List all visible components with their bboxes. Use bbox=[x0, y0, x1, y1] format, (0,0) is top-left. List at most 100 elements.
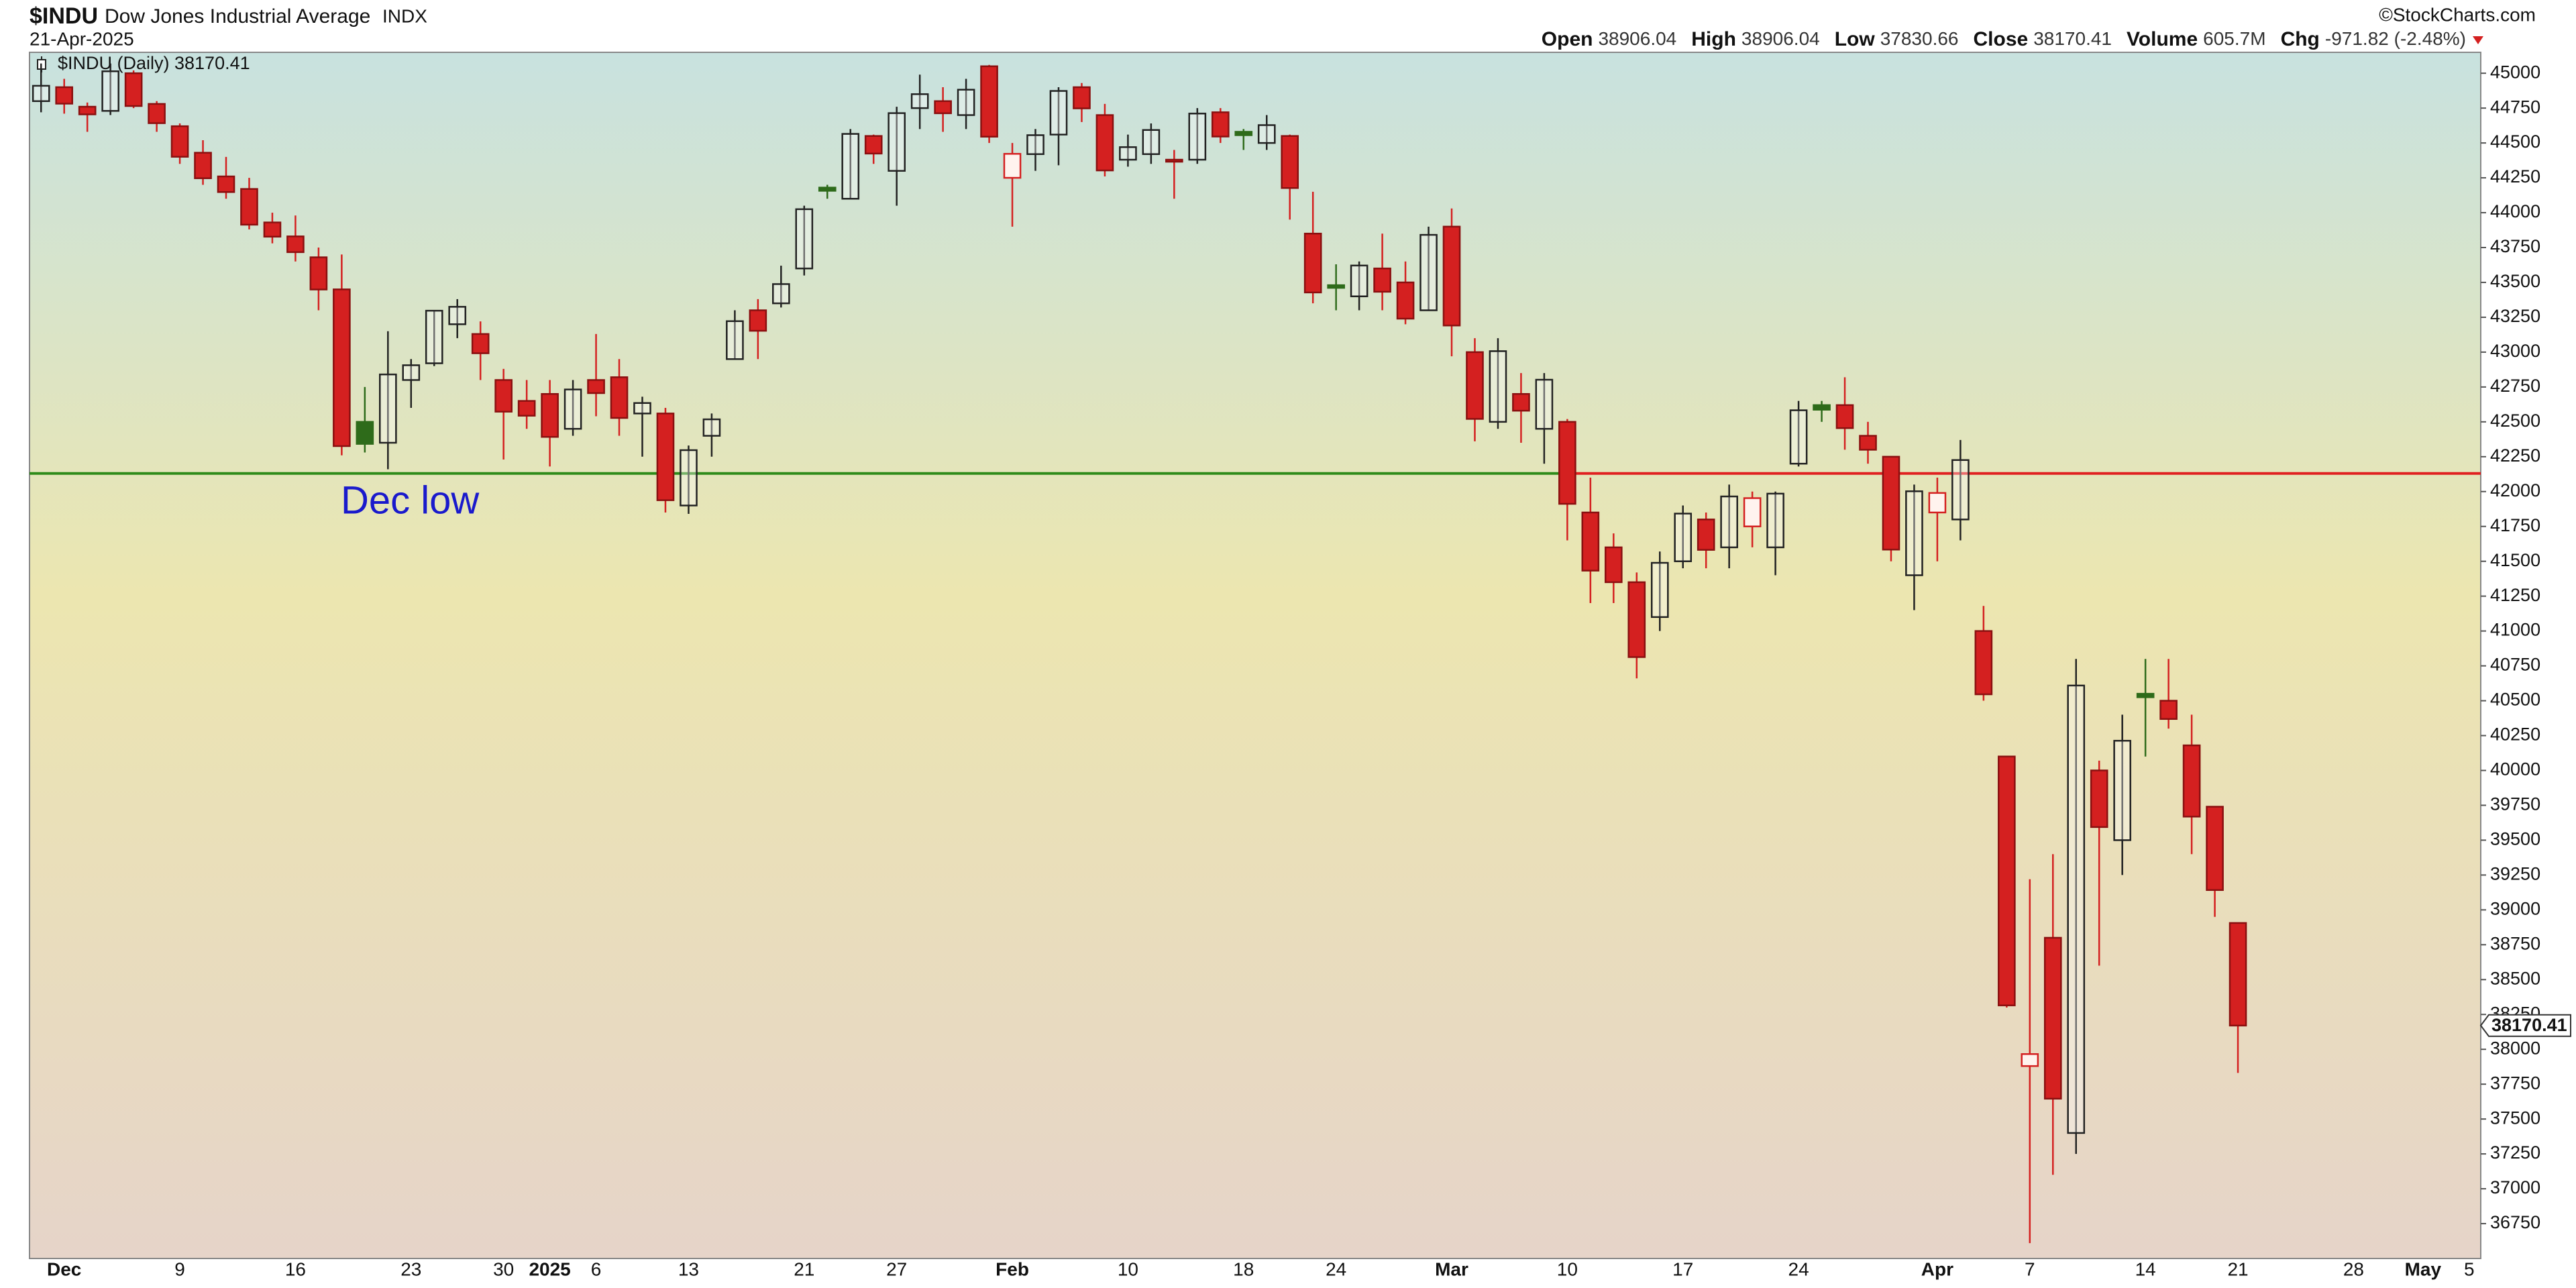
candle-body bbox=[841, 133, 860, 200]
y-tick-label: 44750 bbox=[2490, 97, 2540, 117]
candle-body bbox=[55, 86, 74, 105]
y-tick-label: 44500 bbox=[2490, 131, 2540, 152]
y-tick-label: 38000 bbox=[2490, 1038, 2540, 1058]
quote-value: 38170.41 bbox=[2033, 28, 2112, 49]
candle bbox=[656, 408, 675, 513]
candle-body bbox=[1257, 124, 1276, 144]
candle bbox=[425, 309, 443, 366]
y-tick-label: 39750 bbox=[2490, 794, 2540, 814]
candle-body bbox=[425, 309, 443, 364]
candle-body bbox=[1142, 129, 1161, 155]
candle-body bbox=[1835, 404, 1854, 429]
candle bbox=[1003, 143, 1022, 227]
candle bbox=[1142, 123, 1161, 164]
quote-value: -971.82 (-2.48%) bbox=[2325, 28, 2466, 49]
x-tick-label: Feb bbox=[996, 1258, 1029, 1279]
chart-subtitle: Dow Jones Industrial Average bbox=[105, 5, 370, 28]
candle-body bbox=[864, 135, 883, 155]
x-tick-label: 2025 bbox=[529, 1258, 570, 1279]
candle-body bbox=[194, 152, 212, 179]
candle bbox=[378, 331, 397, 470]
candle bbox=[240, 178, 258, 229]
candle bbox=[1281, 134, 1299, 220]
y-tick-label: 41000 bbox=[2490, 620, 2540, 640]
y-tick-label: 44000 bbox=[2490, 201, 2540, 221]
candle bbox=[2229, 922, 2247, 1073]
candle-body bbox=[517, 400, 536, 417]
candle bbox=[587, 333, 605, 417]
x-tick-label: 27 bbox=[886, 1258, 907, 1279]
x-tick-label: Apr bbox=[1921, 1258, 1953, 1279]
candle bbox=[1396, 261, 1415, 325]
y-tick-label: 37250 bbox=[2490, 1142, 2540, 1163]
candle bbox=[610, 359, 629, 436]
candle bbox=[333, 254, 351, 455]
candle bbox=[1743, 491, 1762, 547]
candle bbox=[1882, 455, 1900, 561]
candle bbox=[2136, 659, 2155, 757]
candle bbox=[1720, 484, 1738, 569]
quote-value: 38906.04 bbox=[1598, 28, 1676, 49]
y-tick-label: 39250 bbox=[2490, 864, 2540, 884]
x-tick-label: 17 bbox=[1672, 1258, 1693, 1279]
candle bbox=[2113, 714, 2132, 875]
candle-body bbox=[1049, 90, 1068, 136]
candle-body bbox=[1650, 561, 1669, 619]
candle bbox=[1951, 439, 1970, 541]
quote-label: Close bbox=[1974, 28, 2029, 50]
y-tick-label: 40000 bbox=[2490, 759, 2540, 780]
candle-body bbox=[148, 103, 166, 124]
candle-body bbox=[541, 393, 559, 438]
candle bbox=[286, 215, 305, 262]
candle bbox=[1073, 83, 1091, 122]
candle-body bbox=[124, 72, 143, 107]
candle-body bbox=[910, 93, 929, 109]
candle-body bbox=[934, 100, 952, 115]
candle-body bbox=[1073, 86, 1091, 109]
candle bbox=[1049, 87, 1068, 166]
candle bbox=[2043, 854, 2062, 1175]
candle bbox=[1095, 103, 1114, 176]
candle bbox=[1789, 400, 1808, 467]
candle bbox=[148, 101, 166, 132]
y-tick-label: 41500 bbox=[2490, 550, 2540, 570]
candle-body bbox=[2021, 1053, 2039, 1067]
candle bbox=[1835, 377, 1854, 450]
candle-body bbox=[656, 413, 675, 501]
source: ©StockCharts.com bbox=[2379, 4, 2536, 25]
x-tick-label: 7 bbox=[2025, 1258, 2035, 1279]
legend: $INDU (Daily) 38170.41 bbox=[58, 53, 250, 73]
candle bbox=[1466, 338, 1484, 441]
candle-body bbox=[471, 333, 490, 354]
x-tick-label: 13 bbox=[678, 1258, 699, 1279]
y-tick-label: 37750 bbox=[2490, 1073, 2540, 1093]
candle-body bbox=[1558, 421, 1576, 505]
candle bbox=[1257, 115, 1276, 150]
candle-body bbox=[1859, 435, 1877, 451]
candle bbox=[448, 299, 467, 339]
candle-body bbox=[2136, 692, 2155, 698]
candle bbox=[1905, 484, 1923, 610]
x-tick-label: May bbox=[2405, 1258, 2442, 1279]
price-tag-label: 38170.41 bbox=[2491, 1015, 2567, 1035]
candle-body bbox=[1373, 267, 1391, 293]
y-tick-label: 40250 bbox=[2490, 724, 2540, 745]
candle bbox=[1419, 226, 1438, 311]
candle-body bbox=[1905, 490, 1923, 576]
x-tick-label: 30 bbox=[493, 1258, 514, 1279]
y-tick-label: 39500 bbox=[2490, 829, 2540, 849]
candle bbox=[309, 248, 328, 311]
candle-body bbox=[1003, 153, 1022, 179]
x-tick-label: 10 bbox=[1557, 1258, 1578, 1279]
date: 21-Apr-2025 bbox=[30, 28, 134, 49]
y-tick-label: 45000 bbox=[2490, 62, 2540, 82]
candle bbox=[1674, 505, 1693, 569]
candle-body bbox=[2113, 739, 2132, 841]
candle-body bbox=[702, 418, 721, 437]
candle-body bbox=[402, 364, 421, 381]
candle bbox=[1813, 400, 1831, 422]
y-tick-label: 43250 bbox=[2490, 306, 2540, 326]
candle bbox=[194, 140, 212, 185]
candle-body bbox=[2182, 744, 2201, 818]
candle-body bbox=[1813, 404, 1831, 411]
